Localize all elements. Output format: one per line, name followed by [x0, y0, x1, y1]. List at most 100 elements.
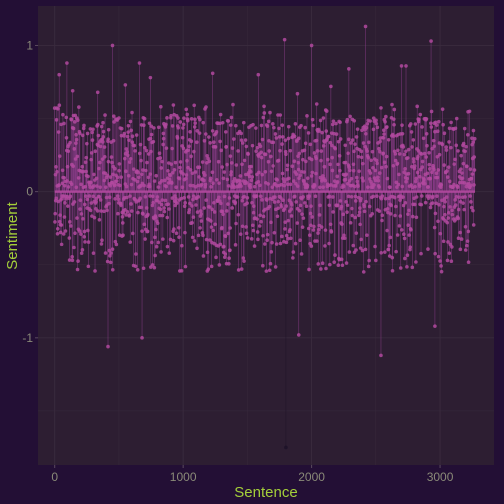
data-point [197, 175, 201, 179]
data-point [344, 261, 349, 265]
data-point [294, 200, 298, 204]
data-point [295, 184, 300, 188]
data-point [436, 254, 441, 259]
data-point [275, 178, 279, 182]
data-point [466, 260, 471, 265]
data-point [370, 149, 375, 154]
data-point [351, 162, 356, 167]
data-point [97, 194, 101, 199]
data-point [197, 165, 202, 170]
data-point [234, 163, 239, 167]
data-point [284, 204, 288, 208]
data-point [444, 195, 449, 199]
data-point [107, 248, 111, 253]
data-point [347, 165, 351, 169]
data-point [322, 164, 327, 169]
data-point [321, 144, 326, 148]
data-point [333, 253, 337, 257]
data-point [207, 159, 212, 164]
data-point [299, 252, 304, 256]
data-point [353, 215, 358, 220]
data-point [312, 151, 317, 155]
data-point [54, 164, 58, 169]
data-point [295, 91, 300, 96]
data-point [170, 181, 174, 185]
y-tick-label: -1 [22, 331, 33, 345]
data-point [326, 134, 331, 139]
data-point [192, 125, 197, 129]
data-point [385, 176, 390, 181]
plot-panel [38, 6, 494, 465]
data-point [408, 122, 413, 126]
data-point [266, 182, 270, 186]
data-point [94, 199, 98, 204]
data-point [121, 233, 125, 238]
data-point [129, 209, 134, 213]
data-point [434, 171, 439, 176]
data-point [307, 267, 311, 272]
data-point [285, 163, 290, 168]
data-point [239, 131, 244, 136]
data-point [359, 149, 364, 154]
data-point [69, 117, 74, 122]
data-point [450, 245, 454, 249]
data-point [442, 204, 446, 209]
data-point [267, 268, 272, 273]
data-point [284, 445, 288, 450]
data-point [394, 249, 398, 254]
data-point [250, 175, 255, 179]
data-point [437, 202, 441, 207]
data-point [362, 209, 367, 214]
data-point [80, 248, 85, 252]
data-point [77, 105, 81, 109]
data-point [169, 113, 173, 118]
data-point [439, 183, 444, 187]
data-point [198, 117, 202, 122]
data-point [88, 208, 93, 213]
data-point [210, 170, 215, 175]
data-point [106, 127, 111, 132]
data-point [217, 263, 222, 267]
data-point [415, 104, 419, 109]
data-point [224, 144, 229, 149]
data-point [186, 195, 191, 199]
data-point [109, 251, 113, 255]
data-point [400, 132, 405, 136]
data-point [139, 172, 144, 177]
data-point [96, 133, 101, 138]
data-point [469, 200, 473, 204]
data-point [355, 175, 359, 180]
data-point [471, 128, 476, 133]
data-point [139, 158, 143, 163]
data-point [119, 203, 123, 208]
data-point [435, 154, 440, 159]
data-point [76, 118, 80, 122]
data-point [363, 24, 368, 29]
data-point [129, 202, 133, 206]
data-point [240, 162, 244, 167]
data-point [144, 148, 149, 153]
data-point [309, 244, 314, 248]
data-point [110, 267, 115, 272]
data-point [398, 266, 403, 270]
data-point [232, 177, 237, 181]
data-point [278, 241, 283, 246]
data-point [366, 155, 371, 160]
data-point [238, 179, 242, 184]
data-point [338, 168, 342, 173]
data-point [405, 253, 410, 257]
data-point [376, 175, 380, 180]
data-point [368, 119, 372, 123]
data-point [269, 169, 274, 174]
data-point [118, 183, 122, 188]
data-point [190, 220, 194, 225]
data-point [398, 214, 403, 218]
data-point [266, 119, 271, 124]
data-point [240, 224, 245, 229]
data-point [144, 168, 148, 173]
data-point [450, 212, 455, 217]
data-point [265, 232, 270, 237]
data-point [305, 176, 310, 181]
data-point [310, 117, 315, 122]
data-point [281, 177, 286, 181]
